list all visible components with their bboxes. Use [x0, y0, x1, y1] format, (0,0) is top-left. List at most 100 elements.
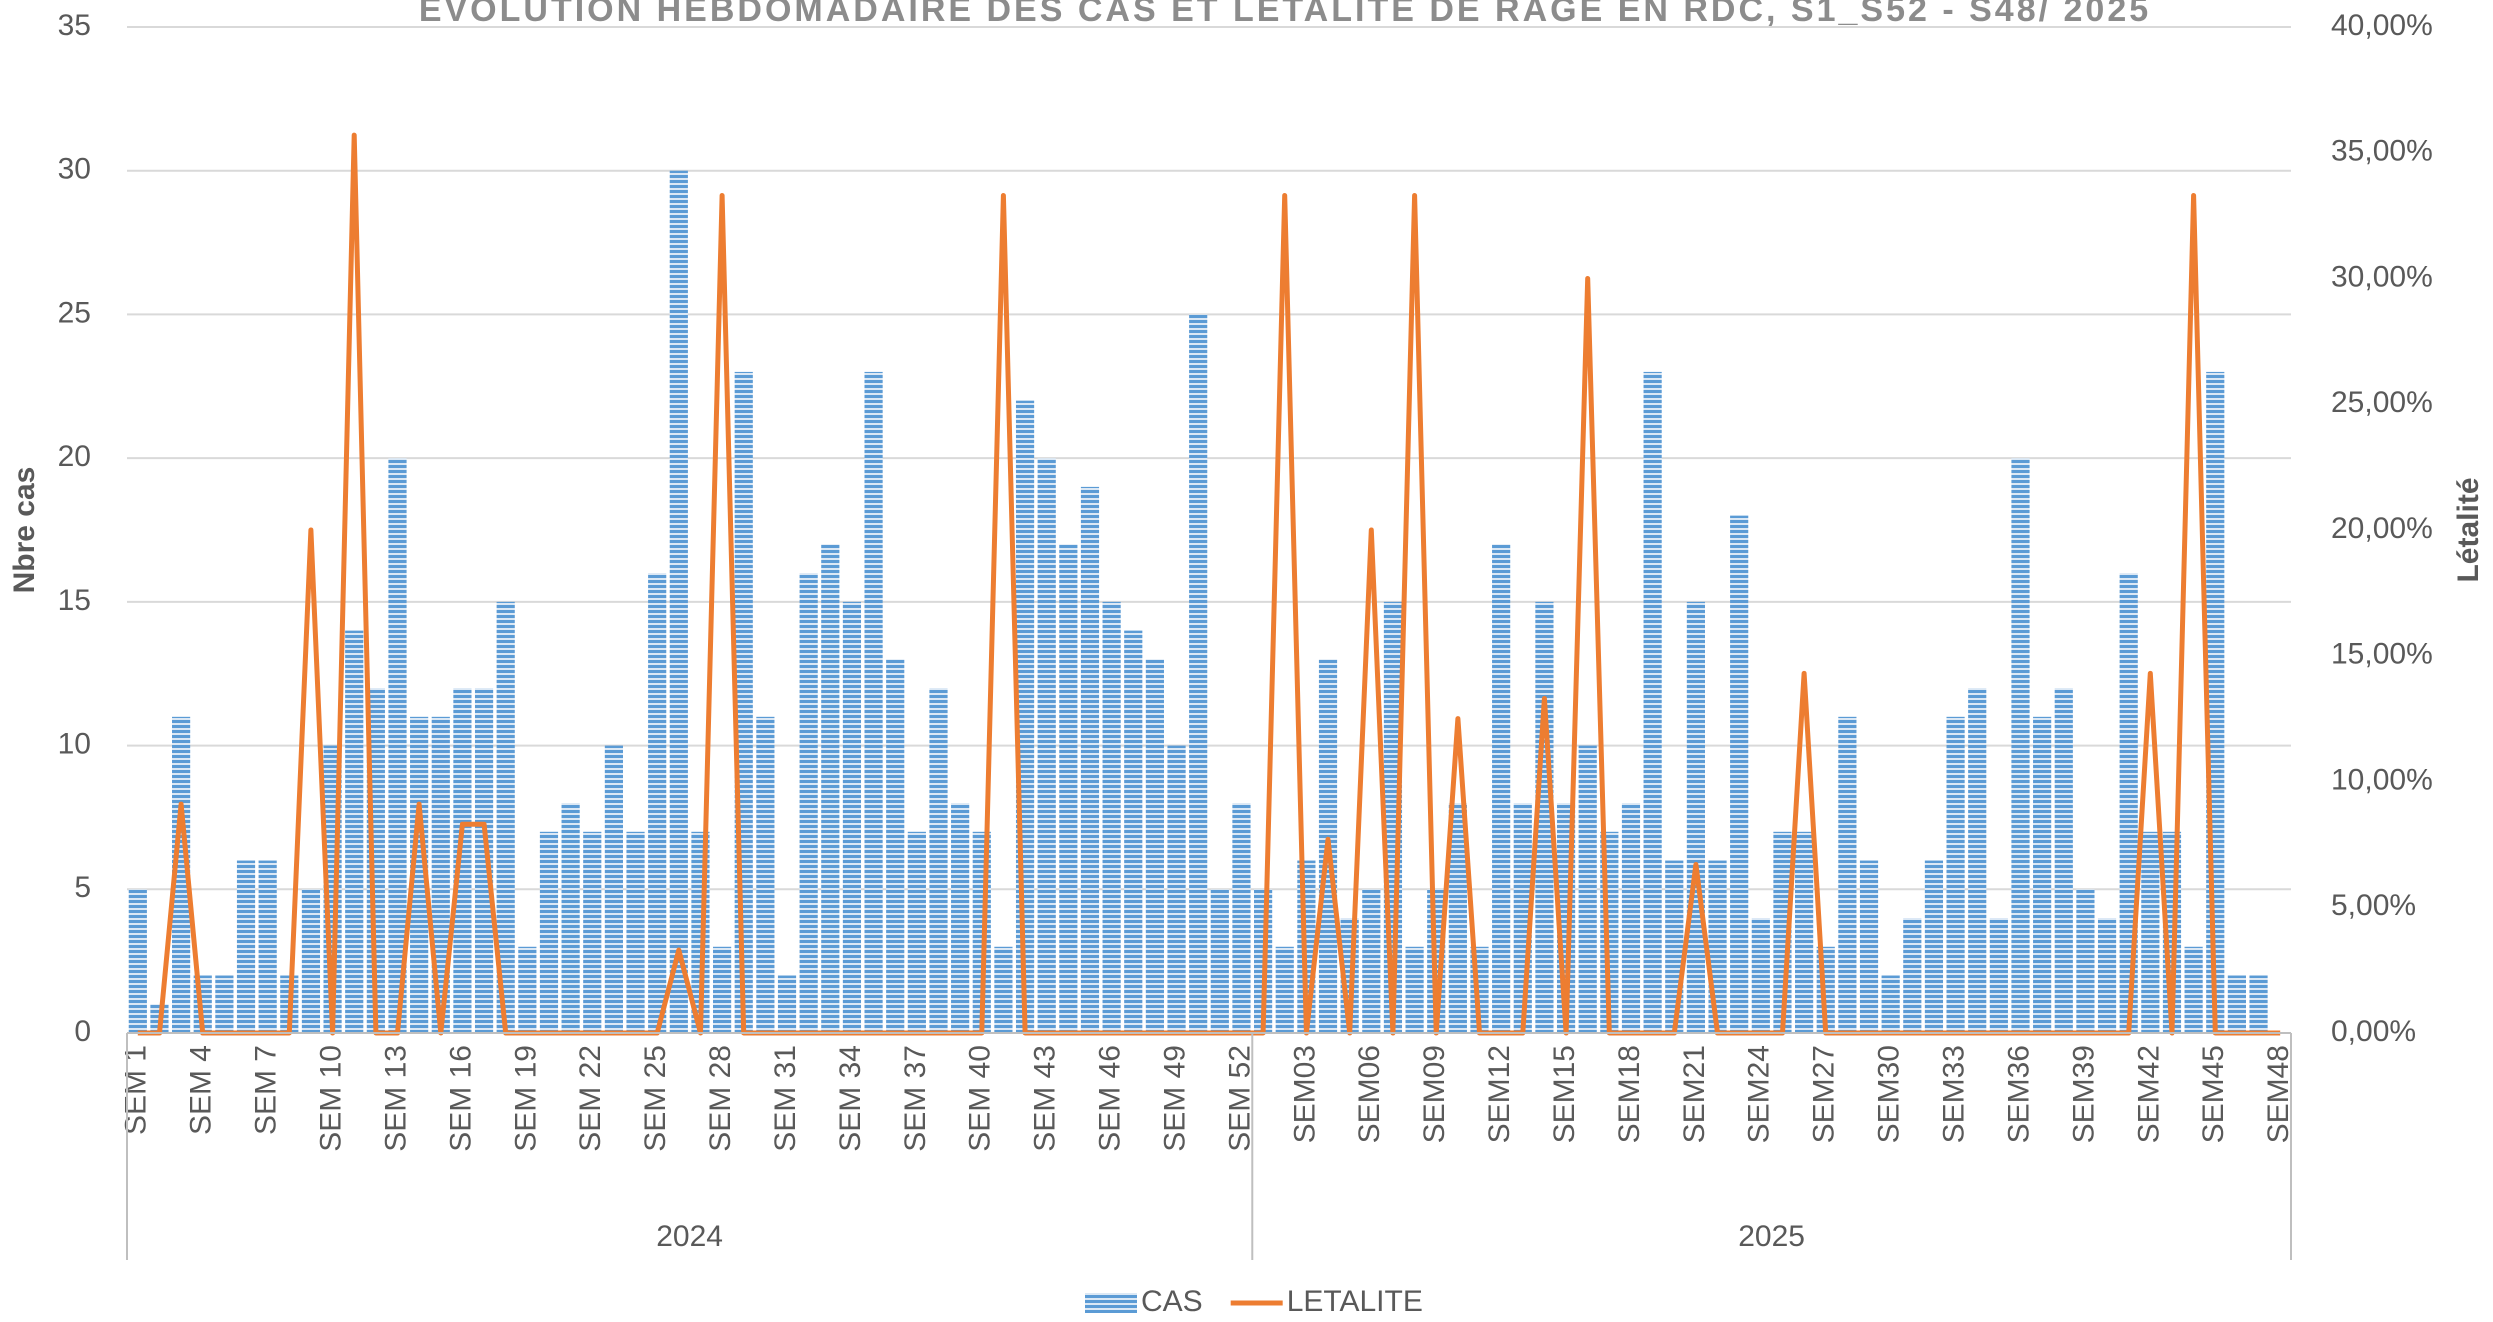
- bar: [777, 975, 797, 1033]
- bar: [474, 688, 494, 1033]
- bar: [929, 688, 948, 1033]
- bar: [626, 831, 645, 1033]
- x-tick-label: SEM48: [2262, 1045, 2295, 1143]
- bar: [669, 170, 688, 1033]
- bar: [1751, 918, 1770, 1033]
- bar: [2097, 918, 2117, 1033]
- bar: [1946, 716, 1965, 1033]
- x-tick-label: SEM18: [1613, 1045, 1646, 1143]
- x-tick-label: SEM 46: [1094, 1045, 1127, 1152]
- x-tick-label: SEM06: [1353, 1045, 1386, 1143]
- x-tick-label: SEM30: [1873, 1045, 1906, 1143]
- bar: [2011, 458, 2030, 1034]
- bar: [1492, 544, 1511, 1033]
- bar: [1708, 860, 1727, 1033]
- bar: [518, 946, 537, 1033]
- x-tick-label: SEM 40: [964, 1045, 997, 1152]
- x-tick-label: SEM45: [2197, 1045, 2230, 1143]
- bar: [1924, 860, 1944, 1033]
- bar: [1189, 314, 1208, 1033]
- bar: [258, 860, 277, 1033]
- bar: [1362, 889, 1381, 1033]
- bar: [1124, 630, 1143, 1033]
- bar: [799, 573, 818, 1033]
- x-tick-label: SEM 37: [899, 1045, 932, 1152]
- y2-axis-title: Létalité: [2452, 477, 2485, 582]
- bar: [842, 601, 862, 1033]
- bar: [864, 371, 883, 1033]
- bar: [1037, 458, 1056, 1034]
- x-tick-label: SEM24: [1743, 1045, 1776, 1143]
- bar: [410, 716, 429, 1033]
- bar: [1102, 601, 1121, 1033]
- x-tick-label: SEM21: [1678, 1045, 1711, 1143]
- bar: [1535, 601, 1554, 1033]
- bar: [1795, 831, 1814, 1033]
- bar: [1730, 515, 1749, 1033]
- y2-tick-label: 25,00%: [2331, 386, 2433, 419]
- bar: [1838, 716, 1857, 1033]
- group-label: 2024: [656, 1220, 723, 1253]
- x-tick-label: SEM12: [1483, 1045, 1516, 1143]
- y2-tick-label: 35,00%: [2331, 135, 2433, 168]
- bar: [1210, 889, 1229, 1033]
- bar: [1989, 918, 2008, 1033]
- y-tick-label: 10: [58, 727, 91, 760]
- y-axis-title: Nbre cas: [8, 467, 41, 594]
- bar: [1968, 688, 1987, 1033]
- bar: [561, 803, 580, 1033]
- x-tick-label: SEM 7: [250, 1045, 283, 1135]
- bar: [1881, 975, 1900, 1033]
- y-tick-label: 25: [58, 296, 91, 329]
- y2-tick-label: 30,00%: [2331, 260, 2433, 293]
- bar: [821, 544, 840, 1033]
- x-tick-label: SEM 43: [1029, 1045, 1062, 1152]
- bar: [301, 889, 321, 1033]
- bar: [907, 831, 926, 1033]
- bar: [1665, 860, 1684, 1033]
- legend-label: LETALITE: [1287, 1285, 1423, 1318]
- bar: [172, 716, 191, 1033]
- bar: [1275, 946, 1294, 1033]
- bar: [1080, 486, 1100, 1033]
- x-tick-label: SEM 1: [120, 1045, 153, 1135]
- bar: [1903, 918, 1922, 1033]
- bar: [496, 601, 515, 1033]
- x-tick-label: SEM 10: [315, 1045, 348, 1152]
- x-tick-label: SEM15: [1548, 1045, 1581, 1143]
- bar: [1686, 601, 1705, 1033]
- bar: [1167, 745, 1186, 1033]
- bar: [128, 889, 147, 1033]
- bar: [453, 688, 472, 1033]
- y2-tick-label: 5,00%: [2331, 889, 2416, 922]
- bar: [2033, 716, 2052, 1033]
- bar: [713, 946, 732, 1033]
- legend-label: CAS: [1141, 1285, 1203, 1318]
- bar: [431, 716, 450, 1033]
- bar: [2249, 975, 2268, 1033]
- bar: [2227, 975, 2246, 1033]
- bar: [604, 745, 623, 1033]
- bar: [886, 659, 905, 1033]
- x-tick-label: SEM 52: [1223, 1045, 1256, 1152]
- bar: [2054, 688, 2073, 1033]
- bar: [583, 831, 602, 1033]
- x-tick-label: SEM 4: [185, 1045, 218, 1135]
- y-tick-label: 15: [58, 584, 91, 617]
- x-tick-label: SEM 34: [834, 1045, 867, 1152]
- x-tick-label: SEM03: [1288, 1045, 1321, 1143]
- y-tick-label: 35: [58, 9, 91, 42]
- x-tick-label: SEM 31: [769, 1045, 802, 1152]
- bar: [2141, 831, 2160, 1033]
- x-tick-label: SEM 13: [379, 1045, 412, 1152]
- y2-tick-label: 20,00%: [2331, 512, 2433, 545]
- x-tick-label: SEM 49: [1158, 1045, 1191, 1152]
- x-tick-label: SEM27: [1808, 1045, 1841, 1143]
- bar: [1059, 544, 1078, 1033]
- x-tick-label: SEM09: [1418, 1045, 1451, 1143]
- bar: [539, 831, 559, 1033]
- y-tick-label: 30: [58, 153, 91, 186]
- bar: [756, 716, 775, 1033]
- bar: [215, 975, 234, 1033]
